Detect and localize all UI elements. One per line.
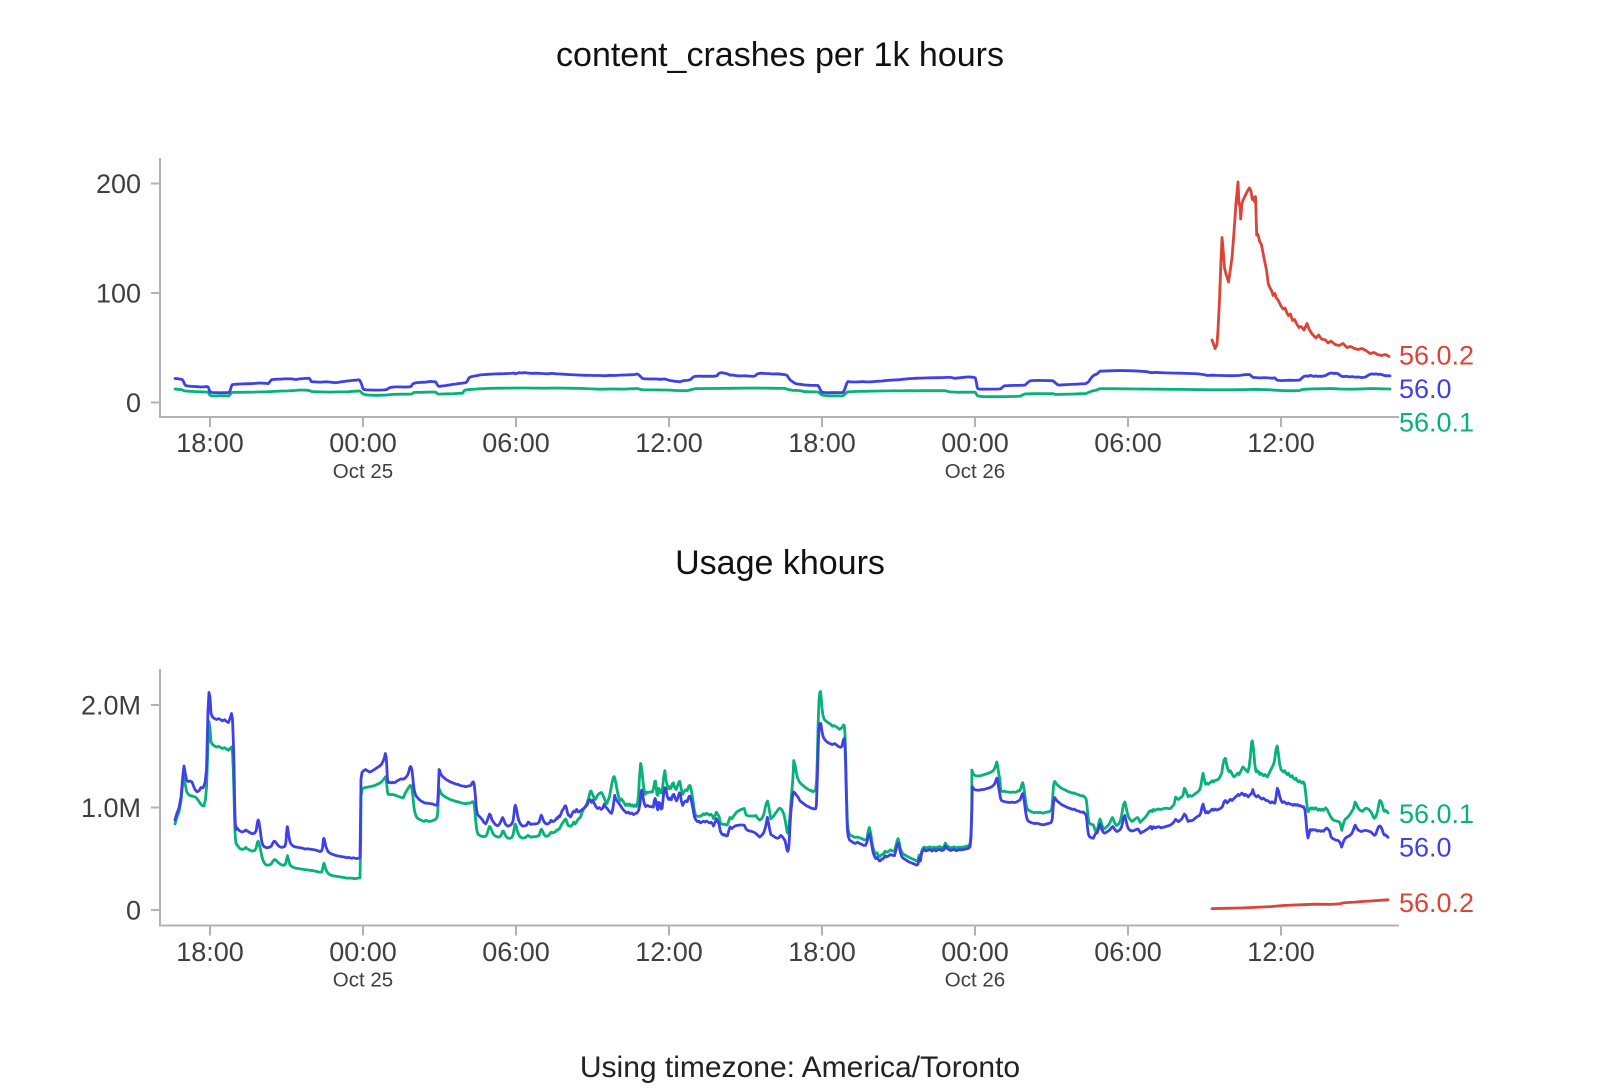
svg-text:56.0: 56.0	[1399, 374, 1452, 404]
svg-text:56.0: 56.0	[1399, 833, 1452, 863]
svg-text:Using timezone: America/Toront: Using timezone: America/Toronto	[580, 1051, 1020, 1084]
svg-text:12:00: 12:00	[1247, 937, 1315, 967]
svg-text:00:00: 00:00	[941, 428, 1009, 458]
svg-text:100: 100	[96, 279, 141, 309]
svg-text:content_crashes per 1k hours: content_crashes per 1k hours	[556, 36, 1004, 74]
svg-text:12:00: 12:00	[1247, 428, 1315, 458]
svg-text:06:00: 06:00	[482, 428, 550, 458]
svg-text:12:00: 12:00	[635, 937, 703, 967]
svg-text:56.0.2: 56.0.2	[1399, 341, 1474, 371]
svg-text:00:00: 00:00	[329, 937, 397, 967]
svg-text:Oct 25: Oct 25	[333, 460, 393, 483]
svg-text:56.0.1: 56.0.1	[1399, 408, 1474, 438]
svg-text:2.0M: 2.0M	[81, 691, 141, 721]
svg-text:0: 0	[126, 388, 141, 418]
svg-text:Oct 26: Oct 26	[945, 460, 1005, 483]
svg-text:0: 0	[126, 896, 141, 926]
svg-text:06:00: 06:00	[1094, 937, 1162, 967]
svg-text:Oct 26: Oct 26	[945, 969, 1005, 992]
svg-text:56.0.1: 56.0.1	[1399, 799, 1474, 829]
svg-text:06:00: 06:00	[482, 937, 550, 967]
svg-text:18:00: 18:00	[788, 937, 856, 967]
svg-text:18:00: 18:00	[176, 937, 244, 967]
svg-text:00:00: 00:00	[941, 937, 1009, 967]
svg-text:18:00: 18:00	[176, 428, 244, 458]
svg-text:18:00: 18:00	[788, 428, 856, 458]
svg-text:12:00: 12:00	[635, 428, 703, 458]
svg-text:Oct 25: Oct 25	[333, 969, 393, 992]
svg-text:1.0M: 1.0M	[81, 793, 141, 823]
svg-text:Usage khours: Usage khours	[675, 544, 885, 582]
svg-text:200: 200	[96, 169, 141, 199]
svg-text:06:00: 06:00	[1094, 428, 1162, 458]
svg-text:00:00: 00:00	[329, 428, 397, 458]
svg-text:56.0.2: 56.0.2	[1399, 888, 1474, 918]
